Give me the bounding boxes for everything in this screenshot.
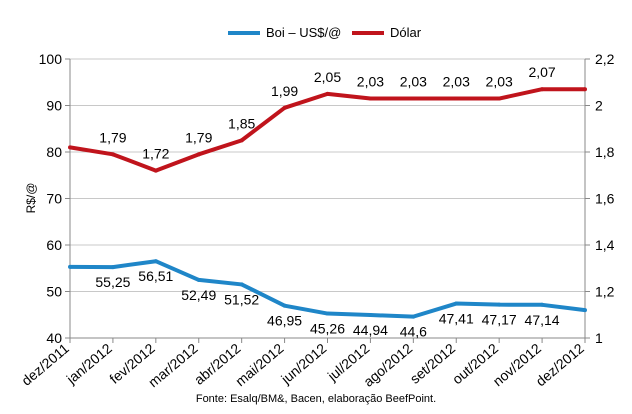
data-label-dolar: 1,85 (228, 115, 255, 131)
data-label-dolar: 2,03 (443, 74, 470, 90)
data-point-boi (454, 301, 459, 306)
data-point-dolar (540, 87, 545, 92)
data-label-boi: 52,49 (181, 287, 216, 303)
y-tick-label-left: 90 (46, 98, 62, 114)
gridlines (70, 58, 585, 339)
x-tick-label: ago/2012 (360, 340, 415, 390)
data-label-boi: 47,14 (525, 312, 560, 328)
data-point-dolar (325, 91, 330, 96)
y-tick-label-left: 100 (39, 51, 63, 67)
data-point-boi (239, 282, 244, 287)
y-tick-label-right: 2,2 (595, 51, 615, 67)
data-point-boi (540, 302, 545, 307)
y-axis-title: R$/@ (24, 183, 38, 214)
data-label-boi: 51,52 (224, 291, 259, 307)
series-lines (68, 87, 587, 319)
y-tick-label-right: 2 (595, 98, 603, 114)
x-tick-label: dez/2011 (18, 340, 72, 389)
y-tick-label-left: 60 (46, 237, 62, 253)
data-point-dolar (110, 152, 115, 157)
data-point-dolar (454, 96, 459, 101)
data-point-boi (153, 259, 158, 264)
data-label-boi: 47,41 (439, 311, 474, 327)
y-tick-label-left: 70 (46, 191, 62, 207)
x-tick-label: set/2012 (407, 340, 459, 387)
y-tick-label-right: 1,2 (595, 284, 615, 300)
data-label-dolar: 2,03 (357, 74, 384, 90)
source-note: Fonte: Esalq/BM&, Bacen, elaboração Beef… (196, 393, 436, 405)
data-point-dolar (153, 168, 158, 173)
data-label-dolar: 2,05 (314, 69, 341, 85)
data-label-boi: 45,26 (310, 321, 345, 337)
data-point-boi (497, 302, 502, 307)
data-point-dolar (368, 96, 373, 101)
axes (65, 58, 590, 343)
data-point-boi (68, 264, 72, 269)
x-tick-label: jun/2012 (277, 340, 329, 388)
x-tick-label: mai/2012 (232, 340, 287, 389)
data-point-dolar (282, 105, 287, 110)
data-point-boi (411, 314, 416, 319)
legend-label-boi: Boi – US$/@ (266, 25, 341, 40)
y-tick-label-right: 1 (595, 330, 603, 346)
data-point-dolar (411, 96, 416, 101)
y-tick-label-right: 1,6 (595, 191, 615, 207)
data-point-dolar (239, 138, 244, 143)
data-point-boi (110, 265, 115, 270)
data-point-boi (282, 303, 287, 308)
data-point-boi (583, 308, 587, 313)
data-label-boi: 44,6 (400, 324, 427, 340)
data-label-dolar: 2,07 (528, 64, 555, 80)
data-label-dolar: 1,79 (185, 129, 212, 145)
data-point-dolar (196, 152, 201, 157)
legend: Boi – US$/@ Dólar (228, 25, 422, 40)
y-axis-right-ticks: 1 1,2 1,4 1,6 1,8 2 2,2 (595, 51, 615, 346)
y-tick-label-left: 40 (46, 330, 62, 346)
data-point-boi (325, 311, 330, 316)
data-label-boi: 55,25 (95, 274, 130, 290)
data-label-dolar: 1,72 (142, 146, 169, 162)
y-tick-label-right: 1,4 (595, 237, 615, 253)
data-label-boi: 47,17 (482, 312, 517, 328)
y-tick-label-left: 50 (46, 284, 62, 300)
data-label-boi: 44,94 (353, 322, 388, 338)
data-label-dolar: 1,99 (271, 83, 298, 99)
data-point-dolar (583, 87, 587, 92)
x-axis-ticks: dez/2011jan/2012fev/2012mar/2012abr/2012… (18, 340, 587, 390)
data-label-dolar: 2,03 (400, 74, 427, 90)
data-labels: 55,25 56,51 52,49 51,52 46,95 45,26 44,94 44,6 4… (95, 64, 559, 339)
data-label-dolar: 1,79 (99, 129, 126, 145)
data-point-boi (368, 313, 373, 318)
x-tick-label: dez/2012 (533, 340, 588, 389)
legend-label-dolar: Dólar (390, 25, 422, 40)
data-point-boi (196, 277, 201, 282)
data-label-dolar: 2,03 (486, 74, 513, 90)
data-point-dolar (68, 145, 72, 150)
y-tick-label-left: 80 (46, 144, 62, 160)
data-label-boi: 56,51 (138, 268, 173, 284)
y-tick-label-right: 1,8 (595, 144, 615, 160)
data-label-boi: 46,95 (267, 313, 302, 329)
y-axis-left-ticks: 40 50 60 70 80 90 100 (39, 51, 63, 346)
x-tick-label: jan/2012 (63, 340, 115, 388)
data-point-dolar (497, 96, 502, 101)
